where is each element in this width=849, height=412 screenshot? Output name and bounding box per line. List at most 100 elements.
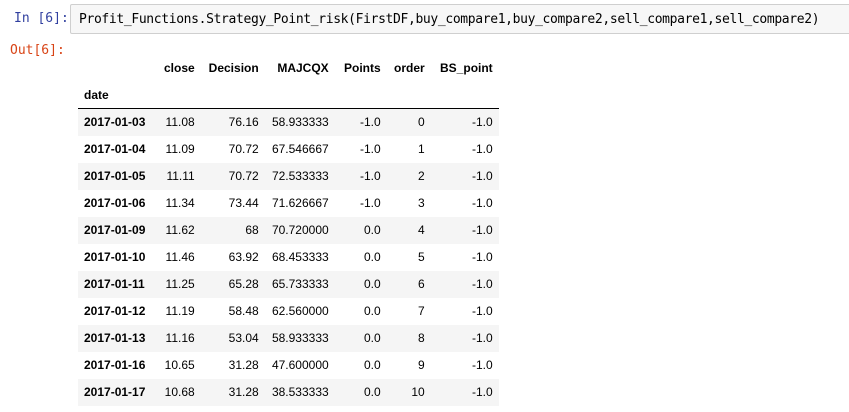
table-row: 2017-01-17 10.68 31.28 38.533333 0.0 10 … [78, 378, 499, 406]
cell-decision: 73.44 [228, 196, 259, 210]
cell-order: 7 [418, 304, 425, 318]
row-date: 2017-01-05 [84, 169, 146, 183]
cell-points: 0.0 [364, 358, 381, 372]
column-header-close: close [164, 61, 195, 75]
table-row: 2017-01-13 11.16 53.04 58.933333 0.0 8 -… [78, 324, 499, 352]
cell-bs-point: -1.0 [472, 115, 493, 130]
cell-close: 11.09 [165, 142, 195, 156]
table-row: 2017-01-05 11.11 70.72 72.533333 -1.0 2 … [78, 162, 499, 190]
cell-points: 0.0 [364, 304, 381, 318]
column-header-majcqx: MAJCQX [277, 61, 329, 75]
cell-order: 4 [418, 223, 425, 237]
row-date: 2017-01-09 [84, 223, 146, 237]
cell-decision: 70.72 [228, 142, 259, 156]
cell-majcqx: 67.546667 [271, 142, 329, 156]
cell-close: 10.68 [164, 385, 195, 399]
row-date: 2017-01-12 [84, 304, 146, 318]
column-header-bs-point: BS_point [440, 61, 493, 75]
cell-order: 3 [418, 196, 425, 210]
cell-order: 8 [418, 331, 425, 345]
code-text[interactable]: Profit_Functions.Strategy_Point_risk(Fir… [79, 12, 820, 27]
cell-bs-point: -1.0 [472, 358, 493, 372]
cell-order: 10 [411, 385, 425, 399]
cell-close: 11.46 [165, 250, 195, 264]
cell-decision: 68 [245, 223, 259, 237]
column-header-points: Points [344, 61, 381, 75]
cell-order: 1 [418, 142, 425, 156]
cell-bs-point: -1.0 [472, 142, 493, 156]
cell-points: 0.0 [364, 385, 381, 399]
column-header-order: order [394, 61, 425, 75]
cell-points: -1.0 [360, 115, 381, 130]
cell-decision: 70.72 [228, 169, 259, 183]
cell-majcqx: 65.733333 [271, 277, 329, 291]
cell-order: 0 [418, 115, 425, 130]
cell-close: 11.25 [165, 277, 195, 291]
cell-decision: 31.28 [228, 385, 259, 399]
cell-points: 0.0 [364, 277, 381, 291]
cell-bs-point: -1.0 [472, 277, 493, 291]
cell-bs-point: -1.0 [472, 304, 493, 318]
cell-bs-point: -1.0 [472, 169, 493, 183]
cell-close: 11.08 [165, 115, 195, 130]
cell-points: -1.0 [360, 169, 381, 183]
dataframe-table: close Decision MAJCQX Points order BS_po… [78, 54, 499, 406]
index-corner-header [78, 54, 158, 82]
row-date: 2017-01-16 [84, 358, 146, 372]
cell-points: 0.0 [364, 250, 381, 264]
cell-majcqx: 70.720000 [271, 223, 329, 237]
table-row: 2017-01-03 11.08 76.16 58.933333 -1.0 0 … [78, 108, 499, 136]
cell-majcqx: 62.560000 [271, 304, 329, 318]
table-row: 2017-01-11 11.25 65.28 65.733333 0.0 6 -… [78, 270, 499, 298]
index-name-header: date [84, 88, 109, 102]
cell-points: -1.0 [360, 196, 381, 210]
row-date: 2017-01-13 [84, 331, 146, 345]
table-row: 2017-01-06 11.34 73.44 71.626667 -1.0 3 … [78, 190, 499, 217]
cell-decision: 65.28 [228, 277, 259, 291]
code-input-area[interactable]: Profit_Functions.Strategy_Point_risk(Fir… [70, 4, 849, 34]
cell-order: 5 [418, 250, 425, 264]
cell-points: 0.0 [364, 331, 381, 345]
table-row: 2017-01-04 11.09 70.72 67.546667 -1.0 1 … [78, 136, 499, 163]
cell-majcqx: 38.533333 [271, 385, 329, 399]
cell-order: 9 [418, 358, 425, 372]
cell-decision: 76.16 [228, 115, 259, 130]
cell-majcqx: 58.933333 [271, 331, 329, 345]
cell-bs-point: -1.0 [472, 223, 493, 237]
cell-majcqx: 71.626667 [271, 196, 329, 210]
input-prompt: In [6]: [14, 11, 69, 26]
table-row: 2017-01-16 10.65 31.28 47.600000 0.0 9 -… [78, 352, 499, 379]
output-prompt: Out[6]: [10, 43, 65, 58]
cell-close: 11.34 [165, 196, 195, 210]
cell-close: 10.65 [164, 358, 195, 372]
row-date: 2017-01-04 [84, 142, 146, 156]
cell-bs-point: -1.0 [472, 196, 493, 210]
table-row: 2017-01-09 11.62 68 70.720000 0.0 4 -1.0 [78, 216, 499, 244]
cell-close: 11.62 [165, 223, 195, 237]
cell-majcqx: 58.933333 [271, 115, 329, 130]
cell-close: 11.19 [165, 304, 195, 318]
cell-decision: 63.92 [228, 250, 259, 264]
cell-majcqx: 72.533333 [271, 169, 329, 183]
cell-points: 0.0 [364, 223, 381, 237]
cell-decision: 31.28 [228, 358, 259, 372]
cell-bs-point: -1.0 [472, 331, 493, 345]
cell-order: 2 [418, 169, 425, 183]
cell-close: 11.11 [166, 169, 195, 183]
row-date: 2017-01-06 [84, 196, 146, 210]
cell-bs-point: -1.0 [472, 250, 493, 264]
table-row: 2017-01-12 11.19 58.48 62.560000 0.0 7 -… [78, 298, 499, 325]
cell-close: 11.16 [165, 331, 195, 345]
cell-bs-point: -1.0 [472, 385, 493, 399]
index-name-row: date [78, 82, 499, 109]
cell-majcqx: 47.600000 [271, 358, 329, 372]
cell-decision: 53.04 [228, 331, 259, 345]
row-date: 2017-01-03 [84, 115, 146, 130]
column-header-decision: Decision [208, 61, 259, 75]
cell-decision: 58.48 [228, 304, 259, 318]
row-date: 2017-01-17 [84, 385, 146, 399]
row-date: 2017-01-10 [84, 250, 146, 264]
cell-majcqx: 68.453333 [271, 250, 329, 264]
column-header-row: close Decision MAJCQX Points order BS_po… [78, 54, 499, 82]
cell-points: -1.0 [360, 142, 381, 156]
